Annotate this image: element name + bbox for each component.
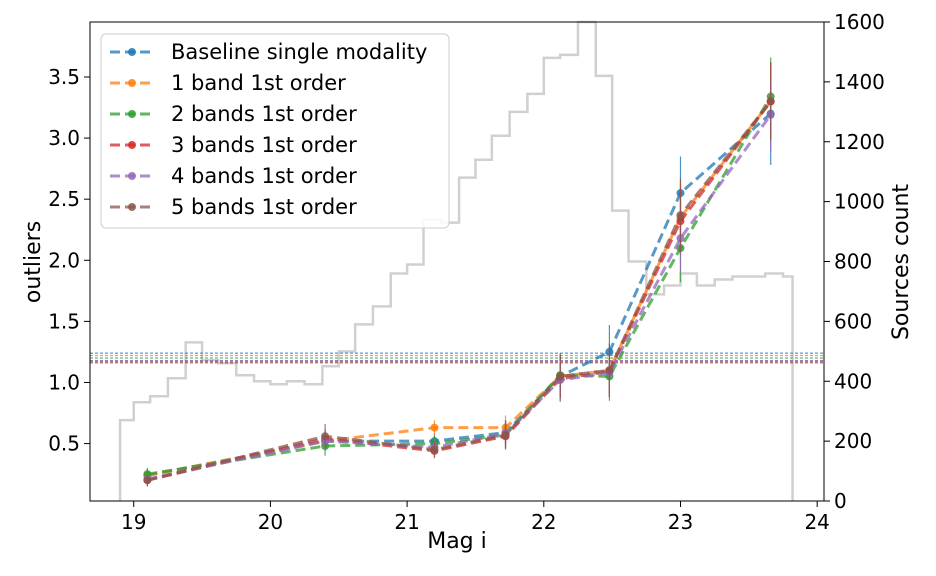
- x-tick-label-3: 22: [531, 510, 556, 534]
- legend-marker-5: [128, 203, 136, 211]
- reference-lines: [90, 352, 824, 364]
- y-left-tick-label-4: 2.5: [48, 187, 80, 211]
- x-axis-label: Mag i: [427, 529, 487, 554]
- y-left-tick-label-0: 0.5: [48, 432, 80, 456]
- point-s5-p1: [321, 432, 330, 441]
- point-s5-p3: [501, 431, 510, 440]
- legend-marker-3: [128, 141, 136, 149]
- x-tick-label-4: 23: [668, 510, 693, 534]
- x-tick-label-5: 24: [804, 510, 829, 534]
- y-right-tick-label-1: 200: [834, 429, 872, 453]
- y-right-tick-label-4: 800: [834, 250, 872, 274]
- point-s5-p5: [605, 366, 614, 375]
- legend-label-5: 5 bands 1st order: [171, 195, 357, 219]
- legend-label-0: Baseline single modality: [171, 40, 427, 64]
- y-left-tick-label-3: 2.0: [48, 248, 80, 272]
- y-axis-label-left: outliers: [21, 221, 46, 303]
- y-left-tick-label-5: 3.0: [48, 126, 80, 150]
- y-ticks-right: 0 200 400 600 800 1000 1200 1400 1600: [824, 10, 885, 513]
- x-tick-label-2: 21: [394, 510, 419, 534]
- series-line-5: [147, 100, 772, 482]
- y-right-tick-label-0: 0: [834, 489, 847, 513]
- legend-marker-2: [128, 110, 136, 118]
- y-left-tick-label-6: 3.5: [48, 65, 80, 89]
- y-left-tick-label-2: 1.5: [48, 309, 80, 333]
- y-right-tick-label-2: 400: [834, 369, 872, 393]
- y-right-tick-label-3: 600: [834, 309, 872, 333]
- legend-label-2: 2 bands 1st order: [171, 102, 357, 126]
- point-s5-p6: [676, 211, 685, 220]
- point-s5-p4: [556, 372, 565, 381]
- x-ticks: 19 20 21 22 23 24: [121, 501, 830, 534]
- series-lines: [143, 57, 775, 487]
- legend-marker-1: [128, 79, 136, 87]
- legend: Baseline single modality 1 band 1st order…: [100, 33, 450, 229]
- point-s1-p2: [430, 423, 439, 432]
- legend-label-4: 4 bands 1st order: [171, 164, 357, 188]
- point-s5-p0: [143, 476, 152, 485]
- series-line-2: [147, 95, 772, 476]
- y-ticks-left: 0.5 1.0 1.5 2.0 2.5 3.0 3.5: [48, 65, 90, 456]
- legend-marker-0: [128, 48, 136, 56]
- x-tick-label-0: 19: [121, 510, 146, 534]
- point-s5-p7: [766, 97, 775, 106]
- x-tick-label-1: 20: [258, 510, 283, 534]
- legend-marker-4: [128, 172, 136, 180]
- point-s5-p2: [430, 445, 439, 454]
- legend-box: [100, 33, 450, 229]
- y-right-tick-label-5: 1000: [834, 190, 885, 214]
- y-right-tick-label-6: 1200: [834, 130, 885, 154]
- y-right-tick-label-8: 1600: [834, 10, 885, 34]
- legend-label-1: 1 band 1st order: [171, 71, 346, 95]
- series-line-4: [147, 113, 772, 481]
- y-right-tick-label-7: 1400: [834, 70, 885, 94]
- legend-label-3: 3 bands 1st order: [171, 133, 357, 157]
- y-left-tick-label-1: 1.0: [48, 370, 80, 394]
- y-axis-label-right: Sources count: [889, 184, 914, 340]
